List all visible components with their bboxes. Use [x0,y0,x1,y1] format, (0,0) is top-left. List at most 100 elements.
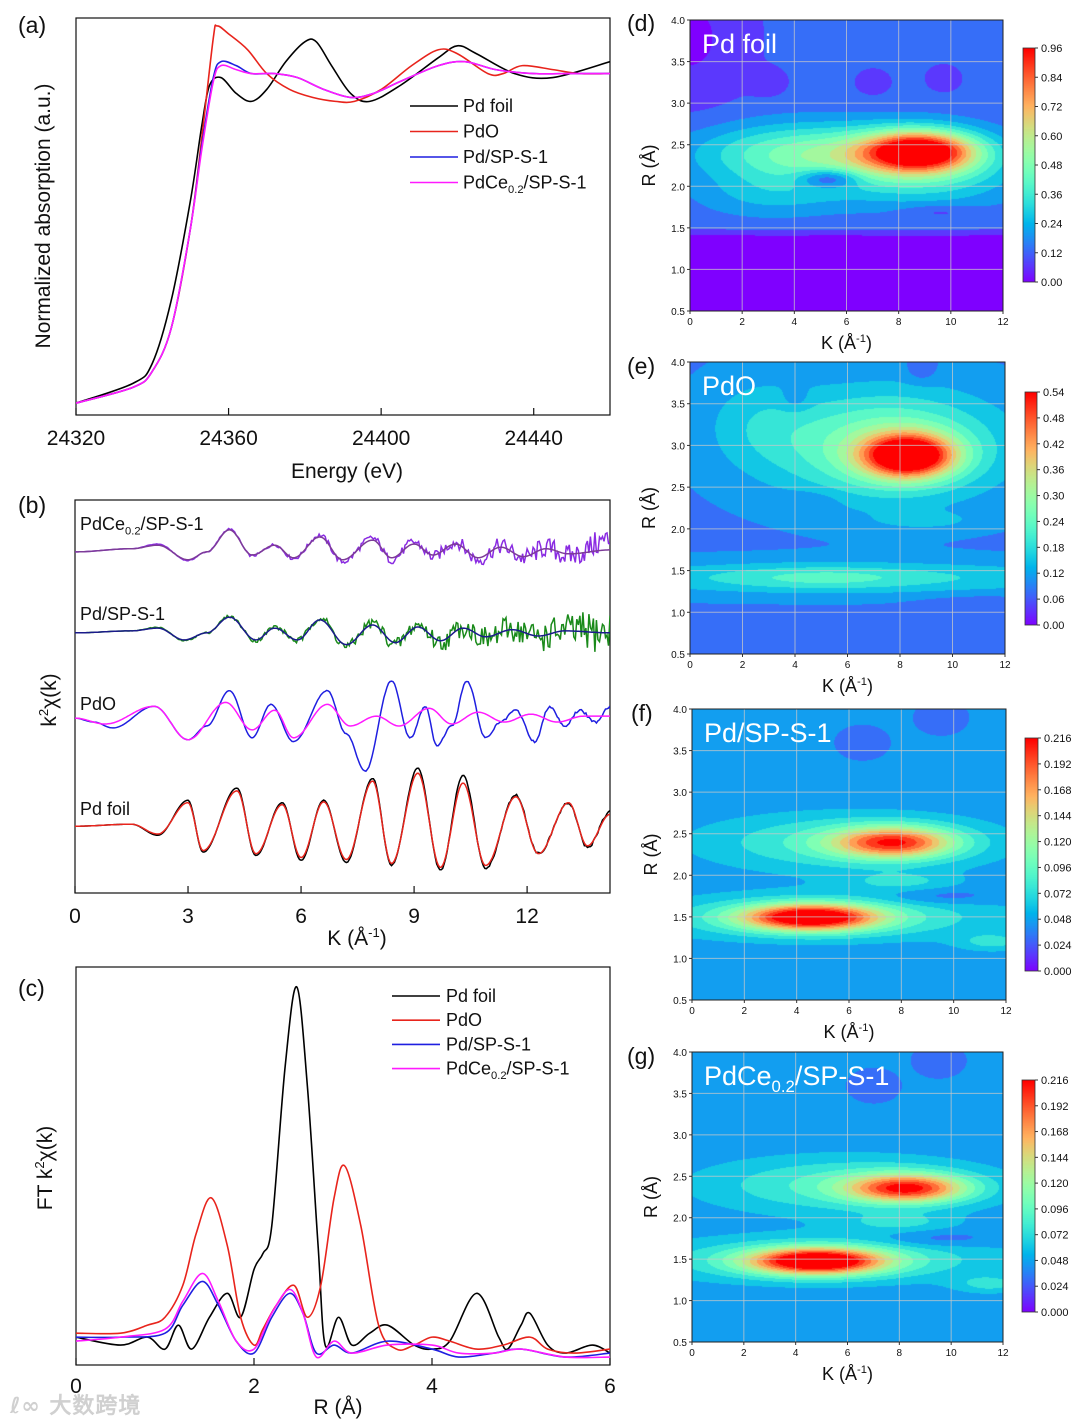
x-axis-label: R (Å) [314,1396,363,1419]
y-tick-label: 3.0 [673,788,687,799]
y-tick-label: 1.5 [673,1255,687,1266]
y-tick-label: 1.0 [673,954,687,965]
x-axis-label-rest: ) [866,333,872,353]
x-tick-label: 12 [515,905,538,928]
y-tick-label: 1.0 [671,608,685,619]
colorbar-tick-label: 0.00 [1043,620,1064,632]
colorbar-tick-label: 0.120 [1041,1178,1069,1190]
x-axis-label-rest: ) [867,1364,873,1384]
x-tick-label: 2 [248,1375,260,1398]
colorbar-tick-label: 0.192 [1041,1101,1069,1113]
x-tick-label: 6 [845,1348,851,1359]
legend-label-main: PdO [446,1010,482,1030]
y-axis-label: k2χ(k) [36,673,61,726]
x-tick-label: 6 [844,317,850,328]
y-tick-label: 3.0 [671,99,685,110]
plot-frame-c [75,966,611,1366]
y-tick-label: 3.5 [671,400,685,411]
x-tick-label: 6 [846,1006,852,1017]
series-line-pd-sp-s-1 [76,1280,610,1358]
legend-label: PdO [463,122,499,142]
y-axis-label: R (Å) [641,1176,661,1218]
series-line-pd-foil [76,38,610,404]
y-axis-label-main: FT k [34,1168,57,1210]
y-tick-label: 2.5 [671,141,685,152]
colorbar-tick-label: 0.30 [1043,491,1064,503]
y-tick-label: 4.0 [673,1048,687,1059]
x-tick-label: 8 [897,660,903,671]
x-tick-label: 6 [295,905,307,928]
y-tick-label: 2.5 [673,1172,687,1183]
y-tick-label: 2.0 [673,1214,687,1225]
y-tick-label: 0.5 [671,650,685,661]
panel-label-g: (g) [627,1043,656,1069]
colorbar-frame [1022,47,1036,283]
x-tick-label: 0 [70,1375,82,1398]
legend-label-main: Pd/SP-S-1 [463,147,548,167]
legend-label: PdCe0.2/SP-S-1 [446,1059,570,1083]
colorbar-tick-label: 0.48 [1041,160,1062,172]
x-tick-label: 0 [687,317,693,328]
y-tick-label: 1.5 [671,567,685,578]
x-tick-label: 8 [896,317,902,328]
x-tick-label: 12 [999,660,1011,671]
heatmap-title-rest: /SP-S-1 [795,1061,890,1091]
y-tick-label: 2.0 [671,525,685,536]
series-label-sub: 0.2 [125,526,141,538]
legend-label: PdCe0.2/SP-S-1 [463,173,587,197]
x-tick-label: 4 [793,1348,799,1359]
x-tick-label: 4 [794,1006,800,1017]
x-tick-label: 8 [899,1006,905,1017]
y-tick-label: 2.5 [671,483,685,494]
x-axis-label-rest: ) [380,927,387,950]
series-label-main: Pd foil [80,799,130,819]
colorbar-tick-label: 0.24 [1041,219,1062,231]
legend-label-main: PdO [463,122,499,142]
colorbar-frame [1024,737,1039,972]
plot-frame-a [75,17,611,416]
y-axis-label-sup: 2 [36,709,51,716]
x-tick-label: 0 [689,1348,695,1359]
legend-label-main: PdCe [463,173,508,193]
colorbar-tick-label: 0.120 [1044,837,1072,849]
legend-label-rest: /SP-S-1 [524,173,587,193]
heatmap-title-main: PdCe [704,1061,772,1091]
x-tick-label: 4 [792,317,798,328]
legend-label: Pd foil [446,986,496,1006]
series-label: PdCe0.2/SP-S-1 [80,514,204,538]
heatmap-title-main: Pd foil [702,29,777,59]
series-label-main: Pd/SP-S-1 [80,604,165,624]
legend-label: Pd/SP-S-1 [446,1034,531,1054]
x-tick-label: 4 [792,660,798,671]
x-tick-label: 24400 [352,427,410,450]
y-tick-label: 1.0 [671,265,685,276]
x-tick-label: 24440 [505,427,563,450]
y-axis-label-rest: χ(k) [34,1126,57,1162]
y-axis-label: Normalized absorption (a.u.) [32,84,55,349]
colorbar-tick-label: 0.168 [1044,785,1072,797]
x-axis-label: K (Å-1) [824,1022,875,1042]
legend-label: Pd foil [463,96,513,116]
colorbar-tick-label: 0.00 [1041,277,1062,289]
x-tick-label: 9 [408,905,420,928]
panel-label-c: (c) [18,975,45,1001]
x-tick-label: 10 [946,1348,958,1359]
x-axis-label-main: K (Å [327,927,368,950]
colorbar-tick-label: 0.60 [1041,131,1062,143]
y-tick-label: 3.5 [671,58,685,69]
series-label-main: PdO [80,694,116,714]
y-tick-label: 4.0 [671,16,685,27]
y-tick-label: 1.5 [671,224,685,235]
legend-label: PdO [446,1010,482,1030]
heatmap-title-main: PdO [702,371,756,401]
y-axis-label-sup: 2 [32,1161,47,1168]
series-line-pdce0-2-sp-s-1 [76,1272,610,1359]
legend-label-rest: /SP-S-1 [507,1059,570,1079]
x-axis-label-sup: -1 [857,1364,867,1376]
y-tick-label: 0.5 [671,307,685,318]
y-tick-label: 3.5 [673,747,687,758]
heatmap-title: Pd foil [702,29,777,59]
y-axis-label: FT k2χ(k) [32,1126,57,1210]
